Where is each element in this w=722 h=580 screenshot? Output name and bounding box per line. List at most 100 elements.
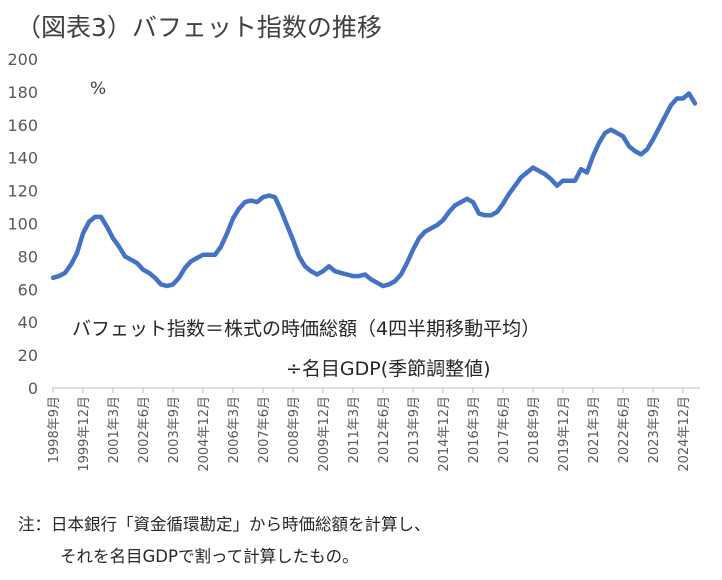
data-point (489, 213, 493, 217)
data-point (51, 276, 55, 280)
data-point (345, 273, 349, 277)
data-point (105, 225, 109, 229)
footnote-line1: 注：日本銀行「資金循環勘定」から時価総額を計算し、 (18, 515, 431, 534)
data-point (297, 254, 301, 258)
data-point (213, 253, 217, 257)
data-point (153, 276, 157, 280)
data-point (255, 200, 259, 204)
data-point (81, 231, 85, 235)
data-point (657, 126, 661, 130)
data-point (207, 253, 211, 257)
data-point (69, 263, 73, 267)
data-point (87, 220, 91, 224)
data-point (549, 177, 553, 181)
data-point (525, 171, 529, 175)
data-point (93, 215, 97, 219)
x-tick-label: 2009年12月 (317, 396, 332, 472)
data-point (621, 134, 625, 138)
data-point (159, 282, 163, 286)
data-point (387, 282, 391, 286)
data-point (423, 230, 427, 234)
data-point (375, 281, 379, 285)
x-tick-label: 2022年6月 (617, 396, 632, 463)
formula-annotation-line2: ÷名目GDP(季節調整値) (286, 358, 491, 380)
data-point (189, 259, 193, 263)
data-point (417, 236, 421, 240)
formula-annotation-line1: バフェット指数＝株式の時価総額（4四半期移動平均） (72, 318, 540, 340)
x-tick-label: 2012年6月 (377, 396, 392, 463)
y-tick-label: 160 (7, 116, 38, 135)
data-point (147, 271, 151, 275)
data-point (477, 212, 481, 216)
data-point (111, 236, 115, 240)
data-point (381, 284, 385, 288)
data-point (261, 195, 265, 199)
data-point (369, 277, 373, 281)
data-point (567, 179, 571, 183)
y-tick-label: 200 (7, 50, 38, 69)
data-point (357, 274, 361, 278)
y-tick-label: 20 (18, 346, 38, 365)
y-tick-label: 140 (7, 149, 38, 168)
chart-title: （図表3）バフェット指数の推移 (16, 13, 382, 42)
data-point (597, 141, 601, 145)
data-point (249, 199, 253, 203)
data-point (315, 273, 319, 277)
data-point (405, 261, 409, 265)
x-tick-label: 2023年9月 (647, 396, 662, 463)
data-point (333, 269, 337, 273)
x-tick-label: 2008年9月 (287, 396, 302, 463)
data-point (645, 148, 649, 152)
data-point (219, 245, 223, 249)
x-tick-label: 1998年9月 (47, 396, 62, 463)
data-point (615, 131, 619, 135)
data-point (639, 152, 643, 156)
y-tick-label: 100 (7, 215, 38, 234)
x-tick-label: 2024年12月 (677, 396, 692, 472)
data-point (339, 271, 343, 275)
data-point (633, 149, 637, 153)
data-point (435, 223, 439, 227)
data-point (555, 184, 559, 188)
data-point (495, 210, 499, 214)
data-point (195, 256, 199, 260)
series-line (50, 91, 698, 289)
data-point (57, 274, 61, 278)
x-tick-label: 2021年3月 (587, 396, 602, 463)
data-point (363, 273, 367, 277)
data-point (123, 254, 127, 258)
x-tick-label: 1999年12月 (77, 396, 92, 472)
data-point (327, 264, 331, 268)
y-tick-label: 0 (28, 379, 38, 398)
x-tick-label: 2002年6月 (137, 396, 152, 463)
data-point (663, 115, 667, 119)
y-tick-label: 80 (18, 247, 38, 266)
data-point (513, 184, 517, 188)
data-point (609, 128, 613, 132)
data-point (117, 245, 121, 249)
data-point (399, 273, 403, 277)
data-point (681, 97, 685, 101)
data-point (243, 200, 247, 204)
data-point (465, 197, 469, 201)
data-point (561, 179, 565, 183)
y-axis: 0 20 40 60 80 100 120 140 160 180 200 (7, 50, 38, 398)
data-point (321, 269, 325, 273)
data-point (675, 97, 679, 101)
data-point (75, 251, 79, 255)
data-point (225, 231, 229, 235)
x-tick-label: 2014年12月 (437, 396, 452, 472)
y-tick-label: 60 (18, 280, 38, 299)
data-point (177, 276, 181, 280)
data-point (309, 269, 313, 273)
data-point (483, 213, 487, 217)
y-tick-label: 120 (7, 182, 38, 201)
x-tick-label: 2019年12月 (557, 396, 572, 472)
data-point (393, 279, 397, 283)
data-point (429, 226, 433, 230)
data-point (285, 223, 289, 227)
data-point (669, 103, 673, 107)
data-point (531, 166, 535, 170)
data-point (273, 195, 277, 199)
